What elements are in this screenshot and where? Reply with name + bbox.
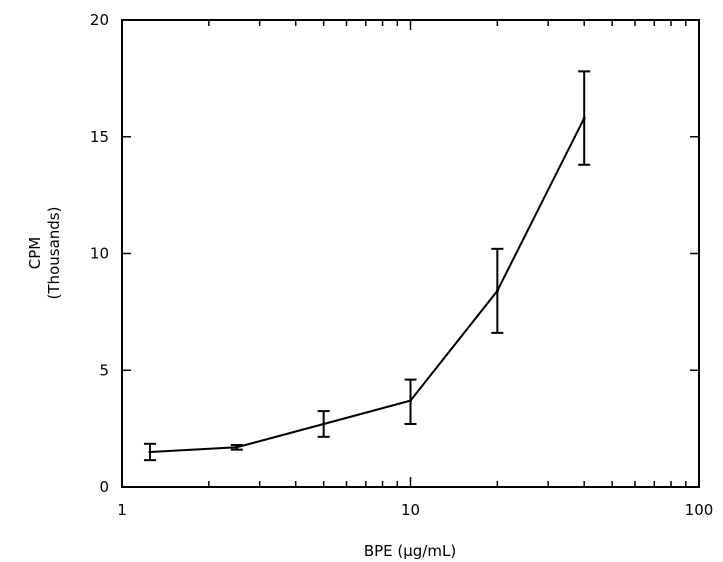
axis-ticks — [121, 19, 699, 488]
data-point — [148, 450, 152, 454]
y-tick-label: 20 — [90, 11, 109, 29]
y-tick-label: 15 — [90, 128, 109, 146]
y-axis-title-line-1: CPM — [26, 237, 44, 269]
data-point — [235, 445, 239, 449]
x-tick-label: 10 — [401, 501, 420, 519]
data-point — [495, 289, 499, 293]
x-tick-label: 100 — [685, 501, 714, 519]
y-axis-title: CPM (Thousands) — [26, 207, 63, 300]
data-point — [409, 399, 412, 403]
x-tick-label: 1 — [117, 501, 127, 519]
y-tick-label: 5 — [99, 361, 109, 379]
data-point — [582, 116, 586, 120]
y-tick-label: 10 — [90, 245, 109, 263]
axis-tick-labels: 0 5 10 15 20 1 10 100 — [90, 11, 713, 519]
y-tick-label: 0 — [99, 478, 109, 496]
x-axis-title: BPE (µg/mL) — [364, 542, 456, 560]
y-axis-title-line-2: (Thousands) — [45, 207, 63, 300]
data-series — [143, 70, 591, 462]
series-line — [149, 117, 586, 453]
data-point — [322, 422, 326, 426]
